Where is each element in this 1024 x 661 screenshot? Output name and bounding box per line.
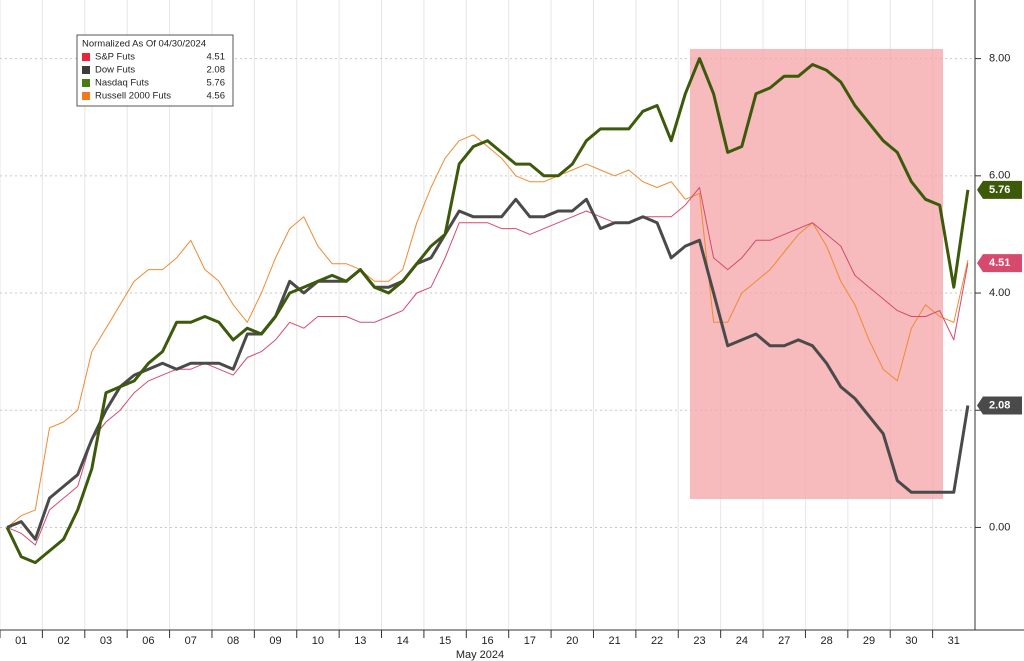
legend: Normalized As Of 04/30/2024 S&P Futs 4.51… [76, 34, 234, 107]
legend-swatch [82, 92, 90, 100]
x-tick-label: 07 [185, 635, 197, 647]
x-tick-label: 16 [481, 635, 493, 647]
legend-value: 5.76 [207, 78, 226, 89]
x-tick-label: 15 [439, 635, 451, 647]
series-line [5, 57, 970, 565]
end-tag-label: 4.51 [989, 257, 1010, 269]
end-tag-box [977, 180, 1022, 199]
x-axis-label: May 2024 [456, 649, 504, 661]
x-tick-label: 13 [354, 635, 366, 647]
y-tick-label: 0.00 [989, 521, 1010, 533]
x-tick-label: 20 [566, 635, 578, 647]
x-tick-label: 01 [15, 635, 27, 647]
x-tick-label: 31 [948, 635, 960, 647]
x-tick-label: 10 [312, 635, 324, 647]
x-tick-label: 24 [736, 635, 748, 647]
series-line [6, 187, 969, 546]
x-tick-label: 08 [227, 635, 239, 647]
x-tick-label: 23 [693, 635, 705, 647]
x-tick-label: 28 [821, 635, 833, 647]
legend-title: Normalized As Of 04/30/2024 [82, 39, 206, 50]
highlight-region [690, 49, 943, 499]
y-tick-label: 8.00 [989, 53, 1010, 65]
end-tag-label: 2.08 [989, 399, 1010, 411]
series-line [6, 197, 970, 541]
legend-swatch [82, 66, 90, 74]
legend-value: 4.51 [207, 52, 226, 63]
legend-swatch [82, 79, 90, 87]
x-tick-label: 17 [524, 635, 536, 647]
x-tick-label: 21 [609, 635, 621, 647]
legend-label: Russell 2000 Futs [95, 91, 171, 102]
x-tick-label: 29 [863, 635, 875, 647]
x-tick-label: 06 [142, 635, 154, 647]
y-tick-label: 6.00 [989, 170, 1010, 182]
legend-label: S&P Futs [95, 52, 135, 63]
legend-swatch [82, 53, 90, 61]
x-tick-label: 09 [269, 635, 281, 647]
y-tick-label: 4.00 [989, 287, 1010, 299]
series-line [6, 134, 969, 528]
legend-value: 2.08 [207, 65, 226, 76]
x-tick-label: 14 [397, 635, 409, 647]
legend-value: 4.56 [207, 91, 226, 102]
x-tick-label: 30 [905, 635, 917, 647]
x-tick-label: 02 [57, 635, 69, 647]
end-tag-box [977, 396, 1022, 415]
legend-label: Dow Futs [95, 65, 135, 76]
legend-label: Nasdaq Futs [95, 78, 149, 89]
x-tick-label: 22 [651, 635, 663, 647]
x-tick-label: 27 [778, 635, 790, 647]
end-tag-label: 5.76 [989, 184, 1010, 196]
end-tag-box [977, 254, 1022, 273]
legend-box [76, 34, 234, 107]
x-tick-label: 03 [100, 635, 112, 647]
